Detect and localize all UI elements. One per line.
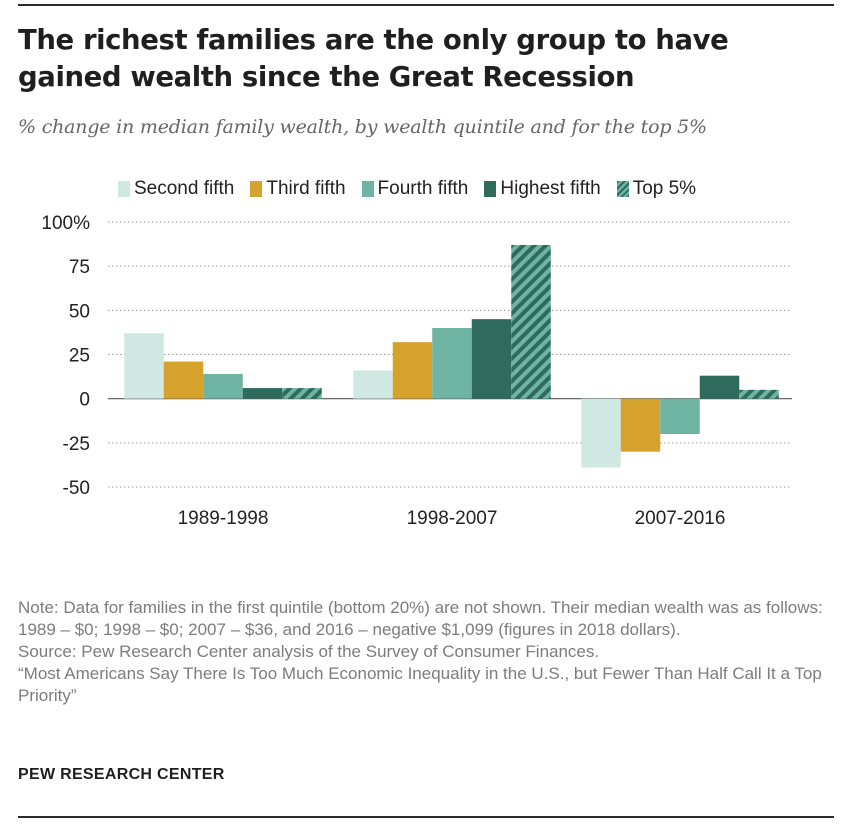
bar xyxy=(581,398,621,468)
y-tick-label: 100% xyxy=(41,213,90,234)
bar xyxy=(124,333,164,399)
y-tick-label: -25 xyxy=(63,434,90,455)
y-tick-label: 50 xyxy=(69,301,90,322)
bar xyxy=(392,342,433,399)
x-category-label: 1998-2007 xyxy=(407,508,498,529)
legend-swatch xyxy=(250,181,263,197)
bar xyxy=(353,370,393,399)
bar xyxy=(699,375,740,399)
bar-chart: 100% 75 50 25 0 -25 -50 1989-1998 1998-2007 2007… xyxy=(41,213,792,529)
report-title-text: “Most Americans Say There Is Too Much Ec… xyxy=(18,664,822,705)
y-tick-label: 0 xyxy=(79,390,90,411)
legend-label: Second fifth xyxy=(134,178,235,199)
legend-label: Third fifth xyxy=(266,178,346,199)
y-tick-label: 75 xyxy=(69,257,90,278)
bar xyxy=(203,373,243,399)
chart-subtitle: % change in median family wealth, by wea… xyxy=(18,116,707,138)
legend-item: Highest fifth xyxy=(484,178,601,200)
bar xyxy=(620,398,661,452)
note-text: Note: Data for families in the first qui… xyxy=(18,598,823,639)
source-text: Source: Pew Research Center analysis of … xyxy=(18,642,600,661)
legend-label: Highest fifth xyxy=(500,178,601,199)
bar xyxy=(242,388,283,399)
bar xyxy=(660,398,700,434)
legend-swatch xyxy=(118,181,130,197)
y-tick-label: -50 xyxy=(63,478,90,499)
x-category-label: 1989-1998 xyxy=(178,508,269,529)
bar xyxy=(739,389,779,399)
legend-swatch xyxy=(616,181,629,197)
top-rule xyxy=(18,4,834,6)
legend-item: Top 5% xyxy=(616,178,697,200)
chart-legend: Second fifth Third fifth Fourth fifth Highe… xyxy=(118,176,712,202)
chart-title: The richest families are the only group … xyxy=(18,24,729,93)
bar xyxy=(511,244,551,399)
bar xyxy=(282,388,322,399)
legend-label: Fourth fifth xyxy=(377,178,469,199)
x-category-label: 2007-2016 xyxy=(635,508,726,529)
legend-item: Third fifth xyxy=(250,178,346,200)
brand-label: PEW RESEARCH CENTER xyxy=(18,766,225,783)
bar xyxy=(471,319,512,399)
legend-swatch xyxy=(484,181,497,197)
legend-item: Second fifth xyxy=(118,178,234,200)
bar xyxy=(163,361,204,399)
legend-swatch xyxy=(361,181,374,197)
legend-item: Fourth fifth xyxy=(361,178,469,200)
notes-block: Note: Data for families in the first qui… xyxy=(18,597,833,707)
bar xyxy=(432,328,472,399)
legend-label: Top 5% xyxy=(632,178,697,199)
y-tick-label: 25 xyxy=(69,346,90,367)
bottom-rule xyxy=(18,816,834,818)
